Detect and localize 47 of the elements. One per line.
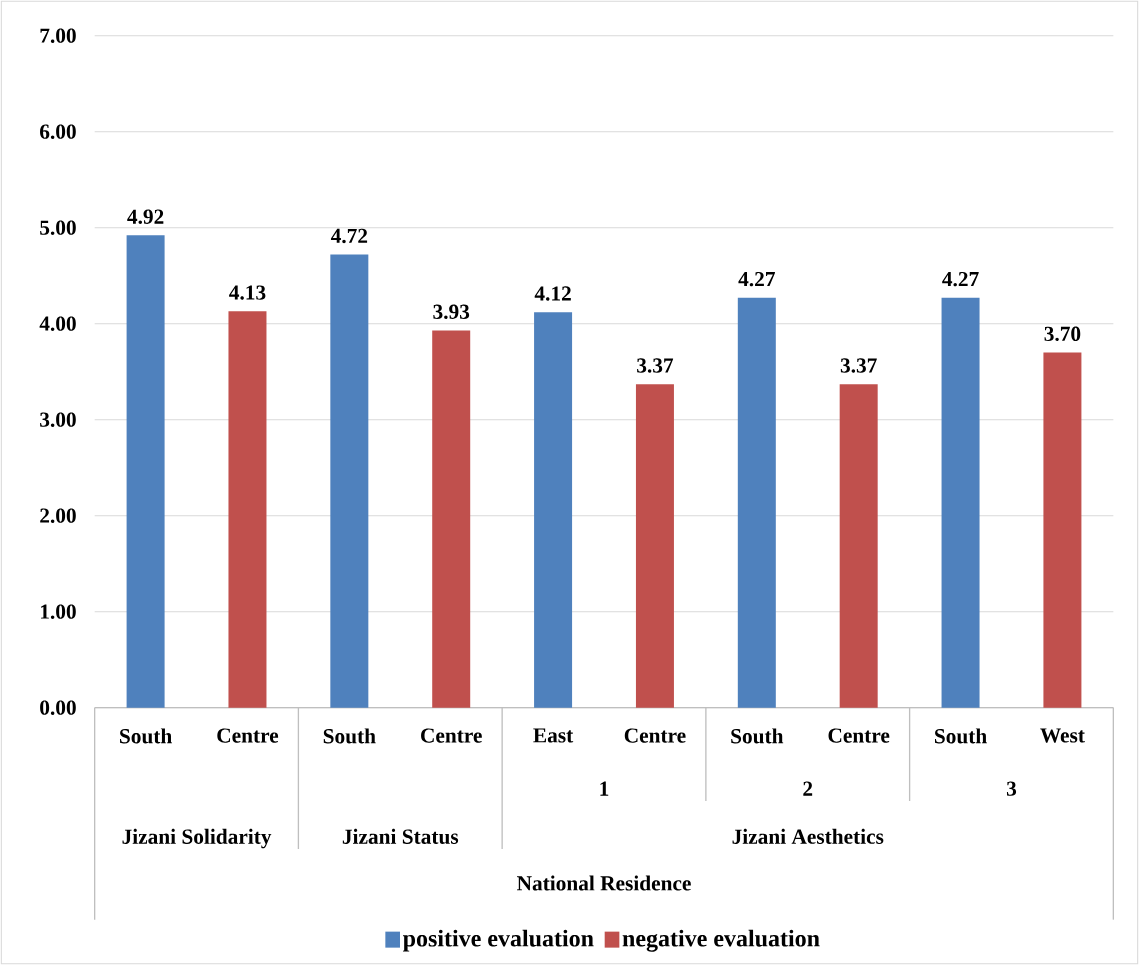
x-tick-label: West xyxy=(1040,728,1085,743)
data-label: 4.27 xyxy=(738,271,775,287)
y-tick-label: 1.00 xyxy=(41,604,76,619)
bar xyxy=(635,384,674,708)
text: 1 xyxy=(600,781,609,796)
bar xyxy=(839,384,878,708)
bar xyxy=(330,254,369,708)
y-tick-label: 4.00 xyxy=(39,316,76,331)
x-tick-label: South xyxy=(935,728,987,744)
x-tick-label: Centre xyxy=(828,728,890,743)
bar xyxy=(737,297,776,708)
bar xyxy=(941,297,980,708)
data-label: 4.13 xyxy=(229,285,266,300)
bar xyxy=(534,312,573,708)
data-label: 4.72 xyxy=(330,228,368,244)
y-tick-label: 0.00 xyxy=(40,700,76,715)
x-tick-label: Centre xyxy=(217,728,279,743)
x-tick-label: South xyxy=(323,728,376,744)
legend-label: negative evaluation xyxy=(622,929,820,952)
y-tick-label: 7.00 xyxy=(40,28,76,43)
bar xyxy=(228,311,267,708)
text: 3 xyxy=(1006,781,1017,796)
y-tick-label: 5.00 xyxy=(40,220,76,235)
legend-label: positive evaluation xyxy=(402,929,594,952)
x-tick-label: South xyxy=(120,728,172,744)
data-label: 3.70 xyxy=(1044,326,1081,342)
data-label: 4.12 xyxy=(534,286,571,301)
y-tick-label: 6.00 xyxy=(40,124,76,139)
bar xyxy=(126,235,165,708)
y-tick-label: 3.00 xyxy=(40,412,76,427)
text: Jizani Solidarity xyxy=(122,828,272,849)
x-tick-label: South xyxy=(731,728,784,744)
x-tick-label: Centre xyxy=(421,728,482,743)
text: National Residence xyxy=(517,875,691,891)
data-label: 4.92 xyxy=(127,209,164,224)
x-tick-label: Centre xyxy=(624,728,686,743)
text: Jizani Aesthetics xyxy=(732,828,884,844)
y-tick-label: 2.00 xyxy=(40,508,76,523)
data-label: 3.37 xyxy=(840,358,877,373)
data-label: 3.37 xyxy=(637,358,674,373)
data-label: 3.93 xyxy=(433,304,470,320)
data-label: 4.27 xyxy=(942,271,979,287)
text: 2 xyxy=(803,781,813,796)
text: Jizani Status xyxy=(342,828,459,844)
x-tick-label: East xyxy=(533,728,574,743)
bar xyxy=(432,330,471,708)
bar xyxy=(1043,352,1082,708)
